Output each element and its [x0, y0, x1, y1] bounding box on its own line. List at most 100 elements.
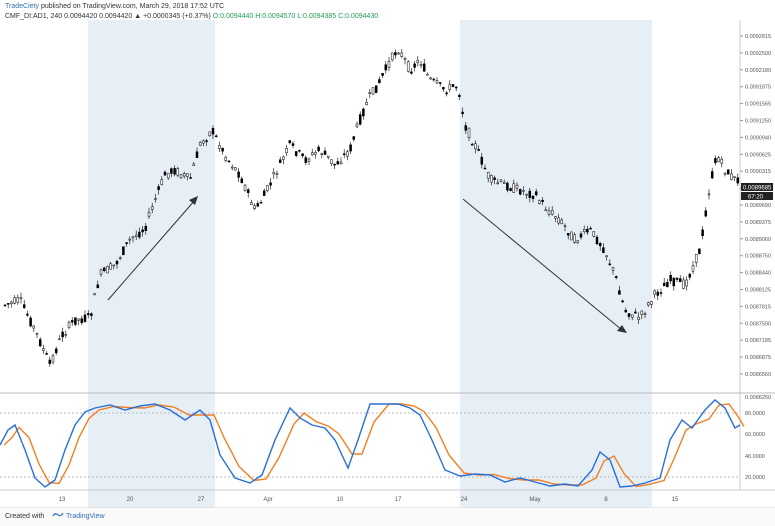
candle-body — [627, 313, 631, 317]
candle-body — [730, 173, 733, 180]
candle-body — [26, 313, 29, 316]
arrow-down-icon — [462, 198, 627, 333]
price-tick-label: 0.0089375 — [745, 220, 771, 226]
candle-body — [592, 231, 596, 237]
candle-body — [403, 58, 407, 60]
candle-body — [611, 266, 615, 271]
candle-body — [102, 267, 106, 272]
candle-body — [198, 142, 202, 146]
candle-body — [618, 290, 621, 295]
candle-body — [19, 297, 23, 300]
candle-body — [131, 236, 135, 239]
publisher-link[interactable]: TradeCiety — [5, 3, 39, 10]
candle-body — [570, 231, 573, 241]
candle-body — [416, 59, 420, 64]
candle-body — [13, 297, 16, 304]
candle-body — [80, 318, 84, 324]
price-tick-label: 0.0091875 — [745, 85, 771, 91]
candle-body — [317, 146, 320, 152]
candle-body — [506, 182, 509, 191]
tradingview-brand[interactable]: TradingView — [66, 513, 105, 520]
candle-body — [29, 317, 32, 327]
candle-body — [221, 147, 224, 152]
candle-body — [474, 143, 477, 150]
indicator-top-label: 0.0086250 — [745, 395, 771, 401]
candle-body — [166, 173, 170, 179]
candle-body — [589, 227, 592, 230]
candle-body — [531, 195, 535, 199]
candle-body — [630, 314, 634, 318]
candle-body — [42, 348, 45, 351]
candlestick-series — [3, 48, 740, 367]
indicator-tick-label: 80.0000 — [745, 411, 765, 417]
candle-body — [275, 173, 279, 175]
candle-body — [579, 233, 583, 238]
candle-body — [666, 281, 669, 288]
candle-body — [486, 172, 490, 179]
candle-body — [637, 316, 640, 320]
stochastic-oscillator — [0, 399, 745, 488]
candle-body — [266, 185, 269, 192]
candle-body — [381, 73, 384, 76]
candle-body — [118, 257, 122, 259]
candle-body — [582, 229, 586, 232]
candle-body — [541, 199, 544, 202]
candle-body — [528, 190, 532, 198]
candle-body — [144, 225, 148, 231]
candle-body — [448, 84, 452, 90]
candle-body — [112, 264, 116, 267]
candle-body — [176, 168, 180, 176]
time-tick-label: 20 — [127, 497, 134, 503]
tradingview-logo-icon[interactable] — [50, 511, 66, 518]
time-tick-label: Apr — [263, 497, 272, 503]
candle-body — [224, 156, 228, 161]
candle-body — [70, 320, 74, 323]
published-text: published on TradingView.com, March 29, … — [40, 3, 225, 10]
candle-body — [483, 167, 487, 170]
candle-body — [138, 231, 141, 238]
candle-body — [598, 243, 602, 247]
price-axis[interactable]: 0.0092815 0.0092500 0.0092180 0.0091875 0.00… — [740, 34, 771, 378]
candle-body — [211, 128, 215, 135]
candle-body — [525, 193, 528, 196]
candle-body — [704, 210, 708, 217]
candle-body — [298, 149, 301, 152]
candle-body — [576, 240, 580, 243]
candle-body — [253, 205, 256, 209]
candle-body — [314, 152, 317, 155]
candle-body — [93, 293, 96, 296]
candle-body — [326, 155, 330, 158]
candle-body — [86, 313, 90, 316]
candle-body — [157, 186, 160, 190]
time-tick-label: 24 — [461, 497, 468, 503]
candle-body — [160, 179, 164, 185]
candle-body — [640, 310, 644, 315]
price-tick-label: 0.0089060 — [745, 237, 771, 243]
price-tick-label: 0.0087500 — [745, 321, 771, 327]
symbol-label[interactable]: CMF_DI:AD1, 240 — [5, 13, 63, 20]
price-tick-label: 0.0088440 — [745, 271, 771, 277]
candle-body — [717, 157, 720, 163]
candle-body — [35, 332, 39, 335]
publish-info: TradeCiety published on TradingView.com,… — [5, 2, 224, 11]
candle-body — [240, 178, 244, 184]
candle-body — [422, 63, 426, 72]
candle-body — [234, 167, 237, 171]
candle-body — [547, 210, 551, 215]
time-tick-label: 27 — [198, 497, 205, 503]
candle-body — [707, 193, 711, 196]
candle-body — [272, 172, 276, 175]
candle-body — [304, 157, 308, 163]
time-axis[interactable]: 13 20 27 Apr 10 17 24 May 8 15 — [59, 497, 679, 503]
candle-body — [3, 304, 7, 307]
candle-body — [173, 168, 176, 175]
candle-body — [614, 276, 618, 278]
highlight-zone-1 — [88, 20, 215, 507]
candle-body — [147, 212, 151, 217]
candle-body — [256, 203, 260, 207]
candle-body — [339, 161, 343, 164]
candle-body — [10, 301, 13, 305]
candle-body — [362, 108, 365, 117]
candle-body — [502, 182, 506, 184]
